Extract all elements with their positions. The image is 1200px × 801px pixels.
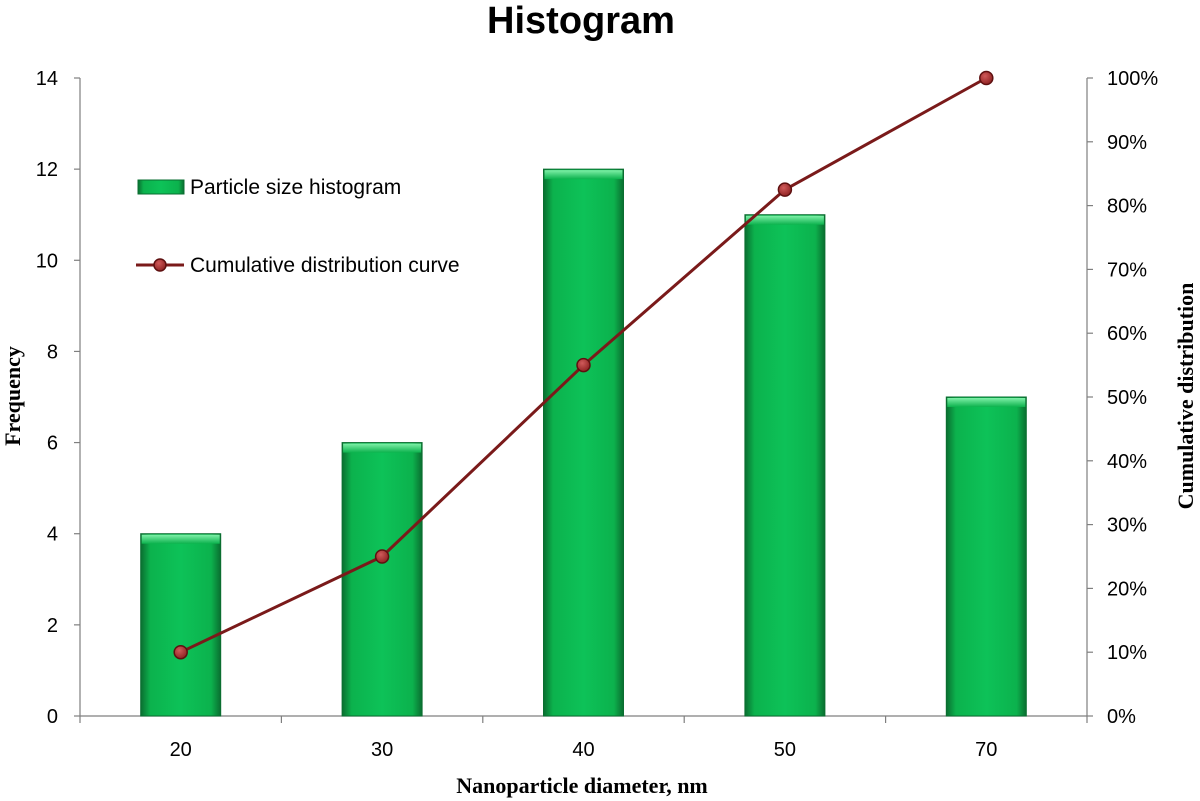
bar bbox=[341, 442, 423, 717]
x-tick-label: 20 bbox=[170, 739, 192, 761]
legend-item-bar: Particle size histogram bbox=[137, 176, 401, 199]
y2-tick-label: 0% bbox=[1107, 706, 1136, 728]
bar bbox=[945, 396, 1027, 717]
y-tick-label: 4 bbox=[47, 524, 58, 546]
y-tick-label: 10 bbox=[36, 250, 58, 272]
bar-body bbox=[945, 396, 1027, 717]
y-tick-label: 2 bbox=[47, 615, 58, 637]
x-tick-label: 70 bbox=[975, 739, 997, 761]
y2-axis-title: Cumulative distribution bbox=[1173, 283, 1198, 510]
bar bbox=[140, 533, 222, 717]
bar bbox=[744, 214, 826, 717]
y2-tick-label: 60% bbox=[1107, 323, 1147, 345]
cumulative-point bbox=[576, 357, 591, 373]
legend-line-marker bbox=[153, 258, 167, 272]
cumulative-line bbox=[173, 70, 994, 660]
y-tick-label: 14 bbox=[36, 68, 58, 90]
bar-cap bbox=[947, 398, 1026, 407]
cumulative-point bbox=[979, 70, 994, 86]
bar-body bbox=[140, 533, 222, 717]
x-axis-title: Nanoparticle diameter, nm bbox=[456, 773, 708, 798]
y2-tick-label: 40% bbox=[1107, 451, 1147, 473]
x-tick-label: 40 bbox=[572, 739, 594, 761]
bar-cap bbox=[141, 534, 220, 544]
bar-body bbox=[341, 442, 423, 717]
y2-tick-label: 30% bbox=[1107, 515, 1147, 537]
y2-tick-label: 90% bbox=[1107, 132, 1147, 154]
bar bbox=[543, 168, 624, 717]
y-axis-title: Frequency bbox=[0, 346, 25, 446]
cumulative-point bbox=[777, 182, 793, 197]
legend-item-line: Cumulative distribution curve bbox=[136, 254, 460, 277]
bar-cap bbox=[343, 443, 422, 453]
y-tick-label: 6 bbox=[47, 433, 58, 455]
y-tick-label: 12 bbox=[36, 159, 58, 181]
chart-title: Histogram bbox=[487, 0, 675, 42]
x-tick-label: 30 bbox=[371, 739, 393, 761]
y2-tick-label: 20% bbox=[1107, 578, 1147, 600]
bars bbox=[140, 168, 1027, 717]
legend-label-bar: Particle size histogram bbox=[190, 176, 401, 199]
bar-cap bbox=[745, 215, 824, 225]
y2-tick-label: 80% bbox=[1107, 196, 1147, 218]
y2-tick-label: 100% bbox=[1107, 68, 1158, 90]
cumulative-point bbox=[173, 644, 188, 660]
y2-tick-label: 50% bbox=[1107, 387, 1147, 409]
bar-body bbox=[744, 214, 826, 717]
bar-body bbox=[543, 168, 624, 717]
cumulative-point bbox=[374, 549, 390, 564]
y-tick-label: 0 bbox=[47, 706, 58, 728]
x-tick-label: 50 bbox=[774, 739, 796, 761]
legend-bar-swatch bbox=[137, 179, 185, 195]
y2-tick-label: 70% bbox=[1107, 259, 1147, 281]
legend: Particle size histogram Cumulative distr… bbox=[136, 176, 460, 277]
legend-label-line: Cumulative distribution curve bbox=[190, 254, 460, 277]
bar-cap bbox=[544, 170, 623, 180]
y2-tick-label: 10% bbox=[1107, 642, 1147, 664]
y-tick-label: 8 bbox=[47, 341, 58, 363]
axes: 0 2 4 6 8 10 12 14 0% 10% 20% 30% 40% 50% 60% 70% 80% 90%… bbox=[36, 68, 1159, 761]
